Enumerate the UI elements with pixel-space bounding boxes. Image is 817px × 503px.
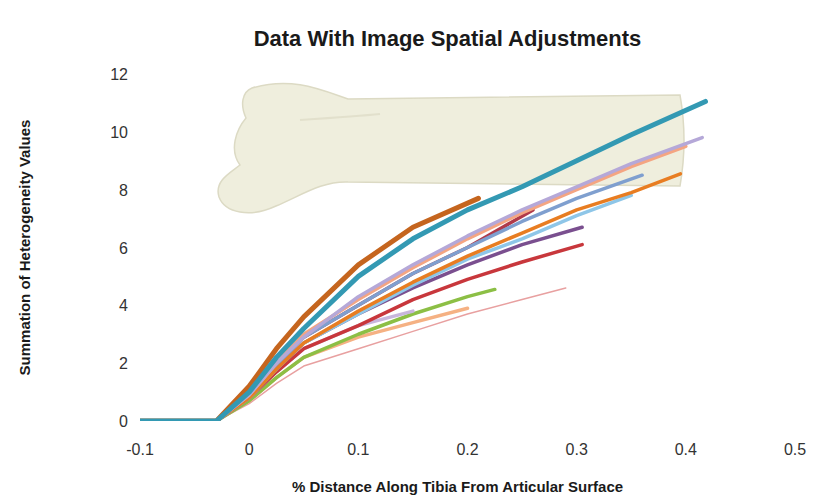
bone-shade: [300, 114, 380, 120]
x-tick-label: 0.2: [456, 441, 478, 458]
series-line: [140, 174, 680, 421]
y-tick-label: 6: [119, 240, 128, 257]
x-tick-label: 0.5: [784, 441, 806, 458]
series-line: [140, 146, 686, 421]
series-line: [140, 138, 702, 421]
x-tick-label: 0.3: [566, 441, 588, 458]
plot-area: [140, 101, 705, 421]
series-line: [140, 101, 705, 421]
title: Data With Image Spatial Adjustments: [254, 26, 642, 51]
y-tick-label: 2: [119, 355, 128, 372]
y-tick-label: 8: [119, 182, 128, 199]
series-line: [140, 289, 495, 421]
series-line: [140, 227, 582, 421]
x-tick-label: -0.1: [126, 441, 154, 458]
series-line: [140, 195, 631, 421]
y-tick-label: 4: [119, 297, 128, 314]
y-tick-label: 10: [110, 124, 128, 141]
series-line: [140, 175, 642, 421]
series-line: [140, 245, 582, 421]
bone-shape: [218, 83, 684, 212]
y-tick-label: 12: [110, 66, 128, 83]
x-tick-label: 0.4: [675, 441, 697, 458]
y-tick-label: 0: [119, 413, 128, 430]
x-tick-label: 0: [245, 441, 254, 458]
x-axis-title: % Distance Along Tibia From Articular Su…: [292, 478, 623, 495]
tibia-image: [218, 83, 684, 212]
x-tick-label: 0.1: [347, 441, 369, 458]
y-axis-title: Summation of Heterogeneity Values: [16, 120, 33, 376]
chart: Data With Image Spatial Adjustments 0 2 4 6 8…: [0, 0, 817, 503]
